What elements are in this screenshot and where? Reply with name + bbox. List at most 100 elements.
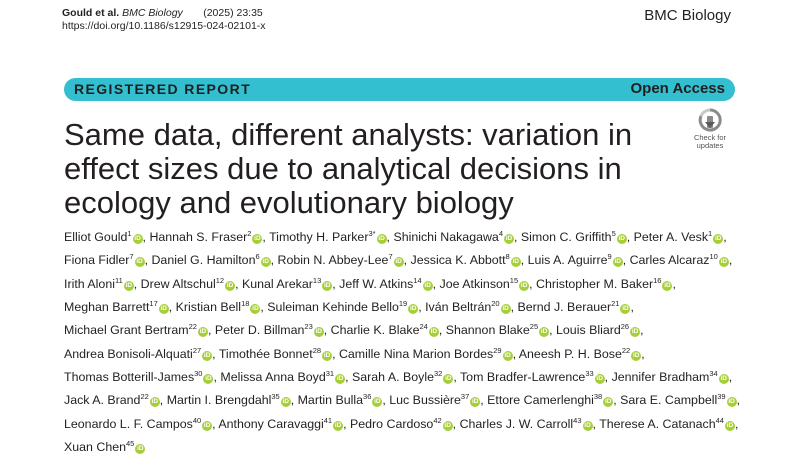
orcid-icon[interactable]: iD [504, 234, 514, 245]
author-name[interactable]: Suleiman Kehinde Bello [267, 300, 399, 315]
orcid-icon[interactable]: iD [372, 397, 383, 408]
author-name[interactable]: Melissa Anna Boyd [220, 370, 326, 385]
author-name[interactable]: Sarah A. Boyle [352, 370, 434, 385]
orcid-icon[interactable]: iD [393, 257, 404, 268]
author-name[interactable]: Bernd J. Berauer [517, 300, 612, 315]
author-name[interactable]: Thomas Botterill-James [64, 370, 195, 385]
author-name[interactable]: Martin Bulla [297, 393, 364, 408]
author-name[interactable]: Simon C. Griffith [520, 230, 612, 245]
orcid-icon[interactable]: iD [726, 397, 737, 408]
affiliation-number: 25 [529, 322, 539, 332]
orcid-icon[interactable]: iD [612, 257, 623, 268]
author-entry: Thomas Botterill-James30iD [64, 369, 214, 385]
author-name[interactable]: Christopher M. Baker [536, 276, 654, 291]
orcid-icon[interactable]: iD [123, 280, 134, 291]
author-name[interactable]: Martin I. Brengdahl [166, 393, 272, 408]
affiliation-number: 45 [126, 438, 135, 448]
author-name[interactable]: Peter A. Vesk [633, 230, 709, 245]
orcid-icon[interactable]: iD [197, 327, 208, 338]
orcid-icon[interactable]: iD [158, 304, 169, 315]
orcid-icon[interactable]: iD [408, 304, 419, 315]
orcid-icon[interactable]: iD [519, 280, 530, 291]
author-name[interactable]: Andrea Bonisoli-Alquati [64, 346, 193, 361]
orcid-icon[interactable]: iD [134, 257, 145, 268]
author-name[interactable]: Ettore Camerlenghi [487, 393, 594, 408]
author-name[interactable]: Jeff W. Atkins [339, 276, 414, 291]
author-name[interactable]: Timothée Bonnet [218, 346, 313, 361]
orcid-icon[interactable]: iD [470, 397, 481, 408]
author-name[interactable]: Xuan Chen [64, 440, 127, 455]
orcid-icon[interactable]: iD [376, 234, 387, 245]
orcid-icon[interactable]: iD [428, 327, 439, 338]
orcid-icon[interactable]: iD [333, 420, 344, 431]
orcid-icon[interactable]: iD [252, 234, 263, 245]
author-name[interactable]: Kunal Arekar [241, 276, 313, 291]
orcid-icon[interactable]: iD [582, 420, 593, 431]
author-name[interactable]: Joe Atkinson [439, 276, 510, 291]
orcid-icon[interactable]: iD [502, 350, 513, 361]
orcid-icon[interactable]: iD [620, 304, 631, 315]
orcid-icon[interactable]: iD [149, 397, 160, 408]
orcid-icon[interactable]: iD [594, 374, 605, 385]
author-name[interactable]: Robin N. Abbey-Lee [277, 253, 389, 268]
orcid-icon[interactable]: iD [203, 374, 214, 385]
orcid-icon[interactable]: iD [225, 280, 236, 291]
orcid-icon[interactable]: iD [510, 257, 521, 268]
orcid-icon[interactable]: iD [616, 234, 627, 245]
orcid-icon[interactable]: iD [718, 374, 729, 385]
doi-link[interactable]: https://doi.org/10.1186/s12915-024-02101… [62, 20, 266, 32]
orcid-icon[interactable]: iD [250, 304, 261, 315]
author-name[interactable]: Carles Alcaraz [629, 253, 710, 268]
orcid-icon[interactable]: iD [500, 304, 511, 315]
author-name[interactable]: Fiona Fidler [64, 253, 130, 268]
author-name[interactable]: Jennifer Bradham [611, 370, 710, 385]
author-name[interactable]: Irith Aloni [64, 276, 115, 291]
orcid-icon[interactable]: iD [202, 420, 213, 431]
orcid-icon[interactable]: iD [718, 257, 729, 268]
author-name[interactable]: Tom Bradfer-Lawrence [459, 370, 586, 385]
author-name[interactable]: Hannah S. Fraser [149, 230, 248, 245]
orcid-icon[interactable]: iD [662, 280, 673, 291]
orcid-icon[interactable]: iD [630, 327, 641, 338]
author-name[interactable]: Charlie K. Blake [330, 323, 420, 338]
author-name[interactable]: Shannon Blake [445, 323, 530, 338]
author-name[interactable]: Meghan Barrett [64, 300, 150, 315]
author-separator: , [453, 370, 460, 385]
author-name[interactable]: Sara E. Campbell [620, 393, 718, 408]
orcid-icon[interactable]: iD [322, 280, 333, 291]
orcid-icon[interactable]: iD [313, 327, 324, 338]
check-for-updates-badge[interactable]: Check for updates [687, 108, 733, 158]
orcid-icon[interactable]: iD [442, 420, 453, 431]
author-name[interactable]: Luis A. Aguirre [527, 253, 608, 268]
author-name[interactable]: Jessica K. Abbott [410, 253, 506, 268]
orcid-icon[interactable]: iD [443, 374, 454, 385]
author-entry: Hannah S. Fraser2iD [149, 229, 263, 245]
orcid-icon[interactable]: iD [322, 350, 333, 361]
orcid-icon[interactable]: iD [603, 397, 614, 408]
author-name[interactable]: Luc Bussière [389, 393, 461, 408]
author-name[interactable]: Daniel G. Hamilton [151, 253, 256, 268]
author-name[interactable]: Camille Nina Marion Bordes [338, 346, 494, 361]
orcid-icon[interactable]: iD [631, 350, 642, 361]
orcid-icon[interactable]: iD [422, 280, 433, 291]
author-name[interactable]: Iván Beltrán [425, 300, 492, 315]
author-name[interactable]: Elliot Gould [64, 230, 128, 245]
orcid-icon[interactable]: iD [260, 257, 271, 268]
author-name[interactable]: Aneesh P. H. Bose [518, 346, 622, 361]
author-name[interactable]: Louis Bliard [556, 323, 621, 338]
author-name[interactable]: Jack A. Brand [64, 393, 141, 408]
orcid-icon[interactable]: iD [539, 327, 550, 338]
author-name[interactable]: Peter D. Billman [214, 323, 305, 338]
orcid-icon[interactable]: iD [132, 234, 143, 245]
orcid-icon[interactable]: iD [280, 397, 291, 408]
orcid-icon[interactable]: iD [713, 234, 724, 245]
author-name[interactable]: Drew Altschul [140, 276, 216, 291]
orcid-icon[interactable]: iD [202, 350, 213, 361]
author-name[interactable]: Timothy H. Parker [269, 230, 369, 245]
author-name[interactable]: Kristian Bell [175, 300, 242, 315]
author-name[interactable]: Shinichi Nakagawa [393, 230, 499, 245]
orcid-icon[interactable]: iD [335, 374, 346, 385]
orcid-icon[interactable]: iD [135, 444, 146, 455]
author-name[interactable]: Michael Grant Bertram [64, 323, 189, 338]
orcid-icon[interactable]: iD [724, 420, 735, 431]
